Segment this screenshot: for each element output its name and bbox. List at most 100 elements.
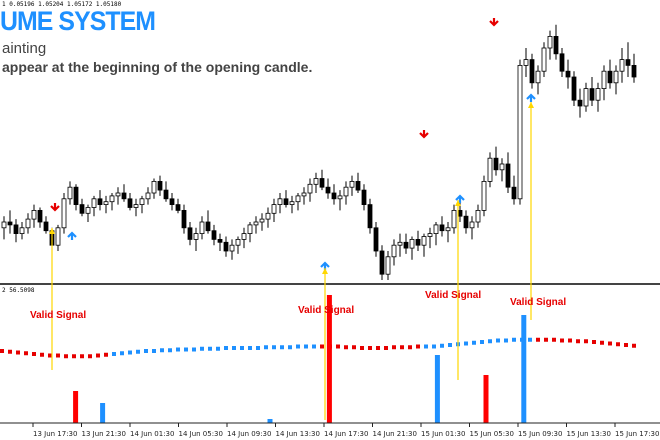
candle xyxy=(337,190,343,211)
candle xyxy=(85,204,91,222)
indicator-point xyxy=(368,346,372,350)
indicator-point xyxy=(288,345,292,350)
candle xyxy=(31,204,37,228)
time-tick-label: 14 Jun 13:30 xyxy=(275,430,320,438)
candle xyxy=(469,216,475,240)
signal-guide-line xyxy=(49,228,55,370)
candle xyxy=(91,195,97,217)
candle xyxy=(13,219,19,243)
candle xyxy=(355,172,361,193)
indicator-point xyxy=(112,352,116,356)
indicator-point xyxy=(64,354,68,359)
indicator-point xyxy=(216,346,220,351)
candle xyxy=(439,216,445,237)
candle xyxy=(301,187,307,205)
indicator-point xyxy=(632,343,636,348)
time-tick-label: 14 Jun 21:30 xyxy=(372,430,417,438)
candle xyxy=(289,195,295,214)
candle xyxy=(37,207,43,228)
indicator-point xyxy=(384,346,388,350)
indicator-point xyxy=(336,344,340,349)
candle xyxy=(79,198,85,217)
candle xyxy=(343,181,349,205)
candle xyxy=(61,193,67,234)
indicator-point xyxy=(592,340,596,344)
candle xyxy=(373,222,379,257)
indicator-point xyxy=(272,345,276,350)
candle xyxy=(577,88,583,118)
indicator-point xyxy=(608,341,612,346)
candle xyxy=(607,59,613,89)
candle xyxy=(139,195,145,214)
candle xyxy=(517,59,523,205)
candle xyxy=(127,193,133,211)
indicator-point xyxy=(464,341,468,346)
candle xyxy=(295,193,301,211)
candle xyxy=(331,184,337,205)
arrow-up-icon xyxy=(455,194,465,203)
signal-guide-line xyxy=(322,268,328,420)
candle xyxy=(415,230,421,251)
candle xyxy=(121,184,127,202)
candle xyxy=(55,224,61,251)
indicator-point xyxy=(160,348,164,353)
indicator-point xyxy=(192,347,196,352)
candle xyxy=(217,233,223,251)
indicator-point xyxy=(56,353,60,358)
ticker-readout: 1 0.05196 1.05204 1.05172 1.05180 xyxy=(2,1,122,8)
valid-signal-label-1: Valid Signal xyxy=(30,310,87,321)
candle xyxy=(529,53,535,89)
candle xyxy=(409,236,415,260)
candle xyxy=(625,42,631,77)
candle xyxy=(391,239,397,266)
candle xyxy=(361,184,367,211)
time-tick-label: 14 Jun 17:30 xyxy=(324,430,369,438)
time-tick-label: 15 Jun 17:30 xyxy=(615,430,660,438)
candle xyxy=(145,187,151,205)
indicator-point xyxy=(128,350,132,355)
indicator-point xyxy=(472,340,476,345)
signal-overlay xyxy=(49,18,536,420)
candle xyxy=(613,65,619,95)
candle xyxy=(571,71,577,106)
candle xyxy=(283,190,289,208)
candle xyxy=(475,204,481,228)
candle xyxy=(7,210,13,234)
arrow-down-icon xyxy=(489,18,499,27)
signal-guide-line xyxy=(455,200,461,380)
candle xyxy=(241,227,247,249)
indicator-point xyxy=(568,338,572,343)
red-histogram-bar xyxy=(326,295,332,423)
valid-signal-label-2: Valid Signal xyxy=(298,305,355,316)
indicator-point xyxy=(72,354,76,359)
candle xyxy=(259,213,265,231)
indicator-point xyxy=(544,337,548,342)
candle xyxy=(559,48,565,77)
time-tick-label: 14 Jun 05:30 xyxy=(178,430,223,438)
indicator-point xyxy=(376,346,380,350)
indicator-point xyxy=(600,340,604,345)
candle xyxy=(565,59,571,89)
indicator-point xyxy=(264,345,268,350)
indicator-point xyxy=(280,345,284,350)
candle xyxy=(397,233,403,257)
candle xyxy=(175,198,181,214)
candle xyxy=(193,227,199,251)
candle xyxy=(505,152,511,193)
candle xyxy=(481,175,487,217)
candle xyxy=(151,178,157,199)
candle xyxy=(319,169,325,191)
indicator-panel xyxy=(0,295,636,423)
candle xyxy=(433,222,439,246)
candle xyxy=(187,222,193,246)
indicator-point xyxy=(200,346,204,351)
blue-histogram-bar xyxy=(267,419,273,423)
candle xyxy=(451,204,457,234)
candle xyxy=(253,216,259,234)
indicator-point xyxy=(24,351,28,356)
indicator-point xyxy=(416,344,420,349)
valid-signal-label-3: Valid Signal xyxy=(425,290,482,301)
system-subtitle: ainting xyxy=(2,40,47,57)
candle xyxy=(211,224,217,246)
